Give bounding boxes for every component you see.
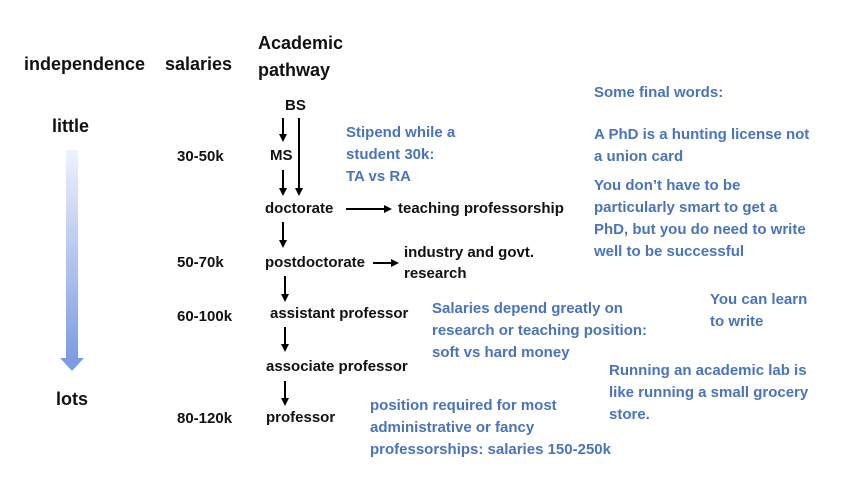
note-hunting-license: A PhD is a hunting license not a union ca… bbox=[594, 126, 810, 165]
salary-postdoc: 50-70k bbox=[177, 254, 224, 271]
independence-lots-label: lots bbox=[56, 389, 89, 409]
node-industry-line1: industry and govt. bbox=[404, 244, 535, 261]
note-final-words-title: Some final words: bbox=[594, 84, 724, 101]
node-ms: MS bbox=[270, 147, 293, 164]
academic-pathway-header-line2: pathway bbox=[258, 60, 331, 80]
note-stipend: Stipend while a student 30k: TA vs RA bbox=[346, 124, 456, 185]
node-assistant-professor: assistant professor bbox=[270, 305, 409, 322]
note-learn-to-write: You can learn to write bbox=[710, 291, 808, 330]
node-associate-professor: associate professor bbox=[266, 358, 408, 375]
salaries-header: salaries bbox=[165, 54, 233, 74]
note-salaries-depend: Salaries depend greatly on research or te… bbox=[432, 300, 648, 361]
node-bs: BS bbox=[285, 97, 306, 114]
node-professor: professor bbox=[266, 409, 336, 426]
node-teaching-professorship: teaching professorship bbox=[398, 200, 564, 217]
note-grocery-store: Running an academic lab is like running a… bbox=[609, 362, 809, 423]
note-position-required: position required for most administrative… bbox=[370, 397, 611, 458]
independence-little-label: little bbox=[52, 116, 90, 136]
node-doctorate: doctorate bbox=[265, 200, 334, 217]
academic-pathway-header-line1: Academic bbox=[258, 33, 344, 53]
independence-gradient-arrow bbox=[60, 150, 84, 371]
salary-professor: 80-120k bbox=[177, 410, 233, 427]
salary-assistant: 60-100k bbox=[177, 308, 233, 325]
node-industry-line2: research bbox=[404, 265, 467, 282]
salary-ms: 30-50k bbox=[177, 148, 224, 165]
independence-header: independence bbox=[24, 54, 146, 74]
node-postdoctorate: postdoctorate bbox=[265, 254, 366, 271]
note-smart: You don’t have to be particularly smart t… bbox=[594, 177, 806, 260]
